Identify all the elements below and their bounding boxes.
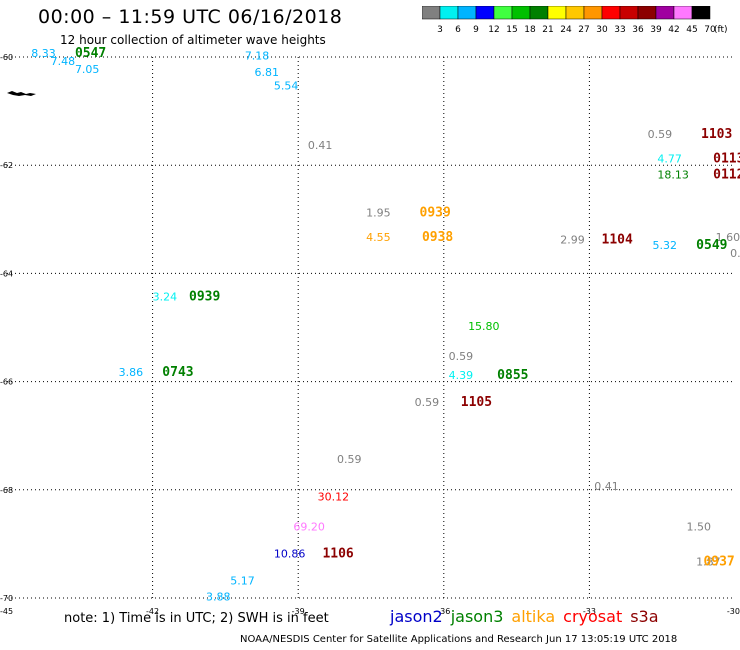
wave-height-label: 2.99 xyxy=(560,234,585,247)
wave-height-label: 7.05 xyxy=(75,63,100,76)
x-tick-label: -36 xyxy=(437,607,450,616)
colorbar-tick-label: 33 xyxy=(614,25,625,35)
pass-time-label: 0939 xyxy=(189,289,220,304)
color-scale-legend: 3 6 9 12 15 18 21 24 27 30 33 36 39 42 45 70(ft) xyxy=(422,6,728,35)
wave-height-label: 1.87 xyxy=(696,556,721,569)
wave-height-label: 69.20 xyxy=(293,520,325,533)
chart-subtitle: 12 hour collection of altimeter wave hei… xyxy=(60,33,326,47)
x-tick-label: -33 xyxy=(583,607,596,616)
wave-height-label: 7.48 xyxy=(51,55,76,68)
pass-time-label: 1103 xyxy=(701,127,732,142)
wave-height-label: 3.24 xyxy=(153,290,178,303)
wave-height-label: 5.54 xyxy=(274,79,299,92)
mission-jason3: jason3 xyxy=(450,607,504,626)
wave-height-label: 6.81 xyxy=(255,66,280,79)
wave-height-label: 0.59 xyxy=(449,350,474,363)
y-tick-label: -62 xyxy=(0,161,13,170)
mission-s3a: s3a xyxy=(630,607,659,626)
pass-time-label: 0549 xyxy=(696,238,727,253)
wave-height-label: 18.13 xyxy=(657,169,689,182)
colorbar-unit: (ft) xyxy=(714,25,728,35)
pass-time-label: 0937 xyxy=(703,555,734,570)
pass-time-label: 0112 xyxy=(713,168,740,183)
mission-cryosat: cryosat xyxy=(563,607,623,626)
wave-height-label: 0.41 xyxy=(308,139,333,152)
colorbar-tick-label: 39 xyxy=(650,25,662,35)
wave-height-label: 1.50 xyxy=(686,520,711,533)
pass-time-label: 0547 xyxy=(75,46,106,61)
colorbar-tick-label: 70 xyxy=(704,25,716,35)
colorbar-tick-label: 45 xyxy=(686,25,697,35)
wave-height-label: 1.95 xyxy=(366,207,391,220)
pass-time-label: 1106 xyxy=(322,546,353,561)
y-tick-label: -66 xyxy=(0,378,13,387)
x-tick-label: -39 xyxy=(292,607,305,616)
colorbar-tick-label: 21 xyxy=(542,25,553,35)
pass-time-label: 0938 xyxy=(422,230,453,245)
colorbar-tick-label: 42 xyxy=(668,25,679,35)
wave-height-label: 4.55 xyxy=(366,231,391,244)
chart-title: 00:00 – 11:59 UTC 06/16/2018 xyxy=(38,6,343,28)
colorbar-tick-label: 12 xyxy=(488,25,499,35)
wave-height-label: 1.60 xyxy=(716,231,740,244)
wave-height-label: 3.88 xyxy=(206,591,231,604)
wave-height-label: 5.32 xyxy=(652,239,677,252)
mission-altika: altika xyxy=(511,607,556,626)
coastline-fragment xyxy=(7,91,36,96)
y-tick-label: -64 xyxy=(0,269,13,278)
mission-jason2: jason2 xyxy=(390,607,443,626)
wave-height-label: 15.80 xyxy=(468,320,500,333)
credit-line: NOAA/NESDIS Center for Satellite Applica… xyxy=(240,634,678,645)
wave-height-label: 30.12 xyxy=(318,491,350,504)
colorbar-tick-label: 18 xyxy=(524,25,536,35)
footer-note: note: 1) Time is in UTC; 2) SWH is in fe… xyxy=(64,611,329,626)
wave-height-label: 7.18 xyxy=(245,50,270,63)
colorbar-swatch xyxy=(691,6,711,20)
x-tick-label: -30 xyxy=(727,607,740,616)
wave-height-label: 4.39 xyxy=(449,369,474,382)
wave-height-label: 4.77 xyxy=(657,152,682,165)
pass-time-label: 0939 xyxy=(420,206,451,221)
wave-height-label: 5.17 xyxy=(230,574,255,587)
pass-time-label: 0113 xyxy=(713,151,740,166)
colorbar-tick-label: 27 xyxy=(578,25,589,35)
x-tick-label: -42 xyxy=(146,607,159,616)
y-tick-label: -68 xyxy=(0,486,13,495)
colorbar-tick-label: 6 xyxy=(455,25,461,35)
wave-height-label: 3.86 xyxy=(119,366,144,379)
wave-height-label: 0.59 xyxy=(337,453,362,466)
colorbar-tick-label: 30 xyxy=(596,25,608,35)
y-tick-label: -60 xyxy=(0,53,13,62)
wave-height-label: 0.59 xyxy=(648,128,673,141)
colorbar-tick-label: 36 xyxy=(632,25,644,35)
pass-time-label: 0743 xyxy=(162,365,193,380)
pass-time-label: 0855 xyxy=(497,368,528,383)
x-tick-label: -45 xyxy=(0,607,13,616)
colorbar-tick-label: 3 xyxy=(437,25,443,35)
wave-height-label: 0.59 xyxy=(415,396,440,409)
pass-time-label: 1105 xyxy=(461,395,492,410)
colorbar-tick-label: 9 xyxy=(473,25,479,35)
pass-time-label: 1104 xyxy=(602,233,633,248)
wave-height-label: 10.86 xyxy=(274,547,306,560)
wave-height-label: 0.41 xyxy=(594,480,619,493)
mission-legend: jason2 jason3 altika cryosat s3a xyxy=(390,607,667,626)
wave-height-label: 0.5 xyxy=(730,247,740,260)
y-tick-label: -70 xyxy=(0,594,13,603)
wave-height-label: 8.33 xyxy=(31,47,56,60)
colorbar-tick-label: 15 xyxy=(506,25,517,35)
colorbar-tick-label: 24 xyxy=(560,25,572,35)
